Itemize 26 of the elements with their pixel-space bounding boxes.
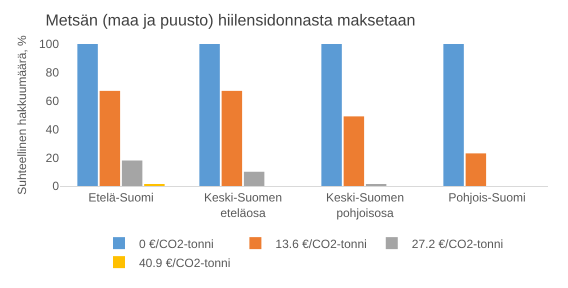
y-axis-title: Suhteellinen hakkuumäärä, % [15,34,29,195]
legend-label: 27.2 €/CO2-tonni [412,236,504,251]
bar [466,153,486,186]
legend-label: 13.6 €/CO2-tonni [275,236,367,251]
legend-label: 40.9 €/CO2-tonni [139,256,230,270]
bar [344,116,364,186]
y-tick-label: 40 [46,122,60,136]
bar [222,90,242,186]
chart-title: Metsän (maa ja puusto) hiilensidonnasta maksetaan [45,12,416,30]
bar [244,172,264,186]
x-tick-label: Keski-Suomen pohjoisosa [326,190,404,220]
y-tick-label: 0 [52,179,60,194]
bar [199,44,220,186]
bar [122,160,142,186]
bar [321,44,342,186]
x-tick-label: Keski-Suomen eteläosa [204,190,282,220]
y-tick-label: 20 [46,150,60,165]
bar [77,44,98,186]
legend-label: 0 €/CO2-tonni [139,236,214,251]
y-tick-label: 100 [38,37,60,52]
x-tick-label: Pohjois-Suomi [448,190,526,204]
bar [100,90,120,186]
y-tick-label: 60 [46,94,60,108]
bar [443,44,464,186]
y-tick-label: 80 [46,66,60,80]
x-tick-label: Etelä-Suomi [88,190,154,204]
